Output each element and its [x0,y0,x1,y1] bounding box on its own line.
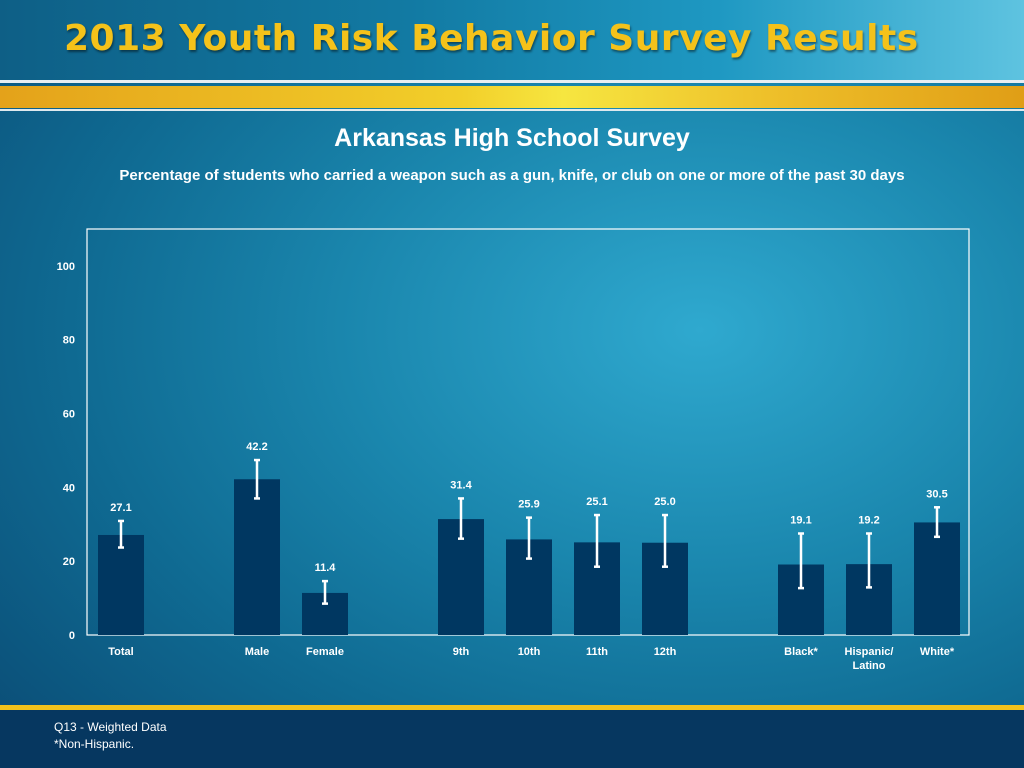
header-divider [0,80,1024,83]
data-label: 25.1 [586,496,607,508]
footer-divider [0,705,1024,710]
x-tick-label: Hispanic/ [845,646,894,658]
slide-title: 2013 Youth Risk Behavior Survey Results [64,18,919,59]
data-label: 11.4 [315,562,337,574]
footer-note-weighted: Q13 - Weighted Data [54,720,167,734]
x-tick-label: 10th [518,646,541,658]
bar [234,479,280,635]
x-tick-label: 11th [586,646,608,658]
x-tick-label: Total [108,646,133,658]
x-tick-label: 12th [654,646,677,658]
x-tick-label: White* [920,646,955,658]
band-divider [0,109,1024,111]
bar [914,522,960,635]
y-tick-label: 100 [57,261,75,273]
chart-title: Arkansas High School Survey [334,124,690,152]
bar-chart: 0 20 40 60 80 100 27.1 Total 42.2 Male 11.4 Female 3… [57,261,960,672]
y-tick-label: 60 [63,409,75,421]
x-tick-label: Male [245,646,269,658]
header-banner: 2013 Youth Risk Behavior Survey Results [0,0,1024,80]
x-tick-label: 9th [453,646,470,658]
data-label: 25.0 [654,496,675,508]
x-tick-label: Black* [784,646,818,658]
bar [98,534,144,635]
data-label: 27.1 [110,502,131,514]
footer-note-nonhispanic: *Non-Hispanic. [54,737,135,751]
y-tick-label: 40 [63,482,75,494]
data-label: 19.1 [790,515,811,527]
chart-subtitle: Percentage of students who carried a wea… [119,167,905,184]
data-label: 42.2 [246,441,267,453]
gold-band [0,86,1024,108]
data-label: 25.9 [518,499,539,511]
y-tick-label: 0 [69,630,75,642]
footer: Q13 - Weighted Data *Non-Hispanic. [0,710,1024,768]
y-tick-label: 80 [63,335,75,347]
x-tick-label: Female [306,646,344,658]
x-tick-label: Latino [853,660,886,672]
y-tick-label: 20 [63,556,75,568]
data-label: 19.2 [858,515,879,527]
data-label: 31.4 [450,479,472,491]
data-label: 30.5 [926,488,947,500]
